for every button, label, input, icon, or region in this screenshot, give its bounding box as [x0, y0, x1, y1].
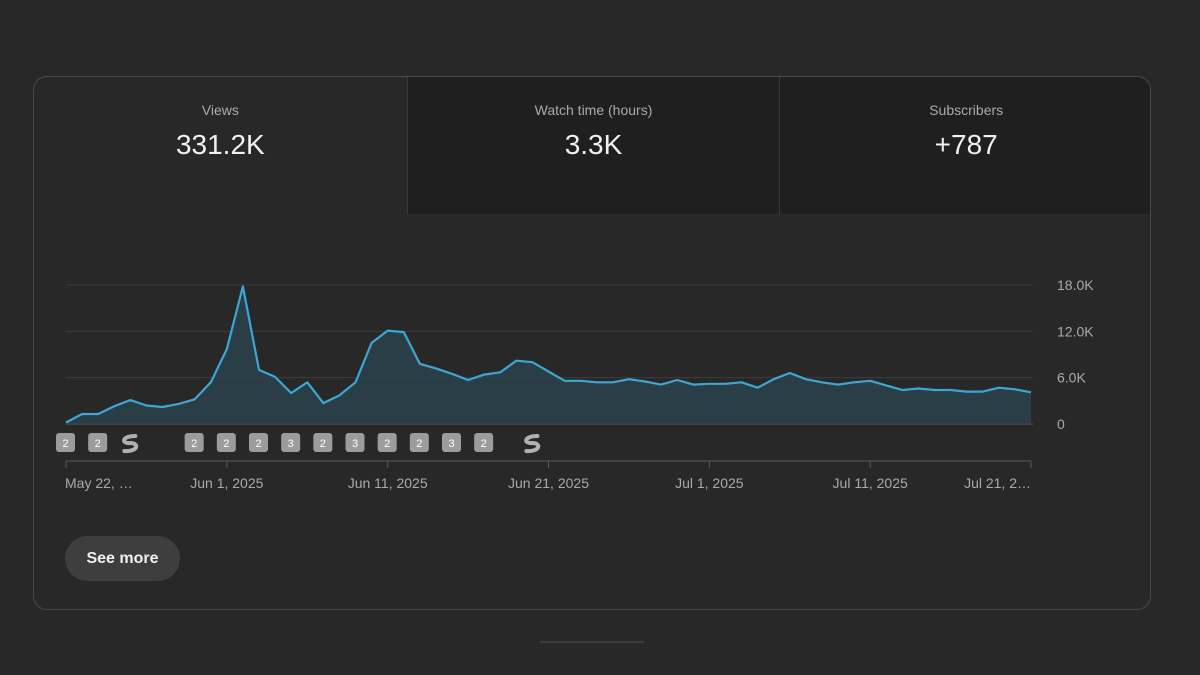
shorts-icon — [122, 434, 139, 454]
upload-marker-count: 2 — [191, 438, 197, 450]
analytics-card: Views 331.2K Watch time (hours) 3.3K Sub… — [33, 76, 1151, 610]
upload-marker — [409, 433, 429, 452]
tab-views-label: Views — [201, 102, 239, 118]
tab-watch-time-label: Watch time (hours) — [534, 102, 653, 118]
upload-marker — [184, 433, 204, 452]
tab-views-value: 331.2K — [175, 129, 265, 160]
upload-marker-count: 3 — [448, 438, 454, 450]
upload-marker — [88, 433, 108, 452]
upload-marker — [313, 433, 333, 452]
x-tick-label: Jun 21, 2025 — [508, 475, 589, 491]
upload-marker-count: 2 — [320, 438, 326, 450]
x-tick-label: Jun 11, 2025 — [348, 475, 428, 491]
y-tick-label: 12.0K — [1057, 323, 1094, 339]
shorts-icon — [524, 434, 541, 454]
tab-watch-time-value: 3.3K — [564, 129, 623, 160]
views-line-chart: 18.0K 12.0K 6.0K 0 2 2 2 2 2 3 2 3 2 2 3 2 May 22, … Jun … — [56, 277, 1094, 491]
upload-marker-count: 3 — [288, 438, 294, 450]
tab-views[interactable]: Views 331.2K — [34, 77, 407, 214]
scroll-indicator — [540, 641, 644, 643]
metric-tabs: Views 331.2K Watch time (hours) 3.3K Sub… — [34, 77, 1150, 214]
upload-marker-count: 2 — [416, 438, 422, 450]
upload-marker — [442, 433, 461, 452]
y-tick-label: 18.0K — [1057, 277, 1094, 293]
upload-marker — [249, 433, 268, 452]
upload-marker-count: 3 — [352, 438, 358, 450]
x-tick-label: Jul 21, 2… — [964, 475, 1031, 491]
upload-marker-count: 2 — [223, 438, 229, 450]
tab-subscribers-label: Subscribers — [929, 102, 1004, 118]
views-area — [66, 286, 1031, 424]
tab-subscribers-value: +787 — [934, 129, 998, 160]
upload-marker-count: 2 — [384, 438, 390, 450]
upload-marker — [56, 433, 75, 452]
upload-marker-count: 2 — [62, 438, 68, 450]
upload-marker-count: 2 — [95, 438, 101, 450]
tab-watch-time[interactable]: Watch time (hours) 3.3K — [406, 77, 780, 214]
upload-marker — [474, 433, 494, 452]
upload-marker — [345, 433, 365, 452]
x-tick-label: May 22, … — [65, 475, 133, 491]
upload-marker — [377, 433, 397, 452]
upload-marker — [216, 433, 236, 452]
upload-marker — [281, 433, 301, 452]
upload-marker-count: 2 — [481, 438, 487, 450]
x-tick-label: Jul 1, 2025 — [675, 475, 744, 491]
x-tick-label: Jun 1, 2025 — [190, 475, 263, 491]
see-more-button[interactable]: See more — [65, 536, 180, 581]
tab-subscribers[interactable]: Subscribers +787 — [779, 77, 1150, 214]
x-tick-label: Jul 11, 2025 — [833, 475, 908, 491]
upload-marker-count: 2 — [255, 438, 261, 450]
y-tick-label: 6.0K — [1057, 370, 1086, 386]
views-series-line — [65, 285, 1032, 424]
y-tick-label: 0 — [1057, 416, 1065, 432]
